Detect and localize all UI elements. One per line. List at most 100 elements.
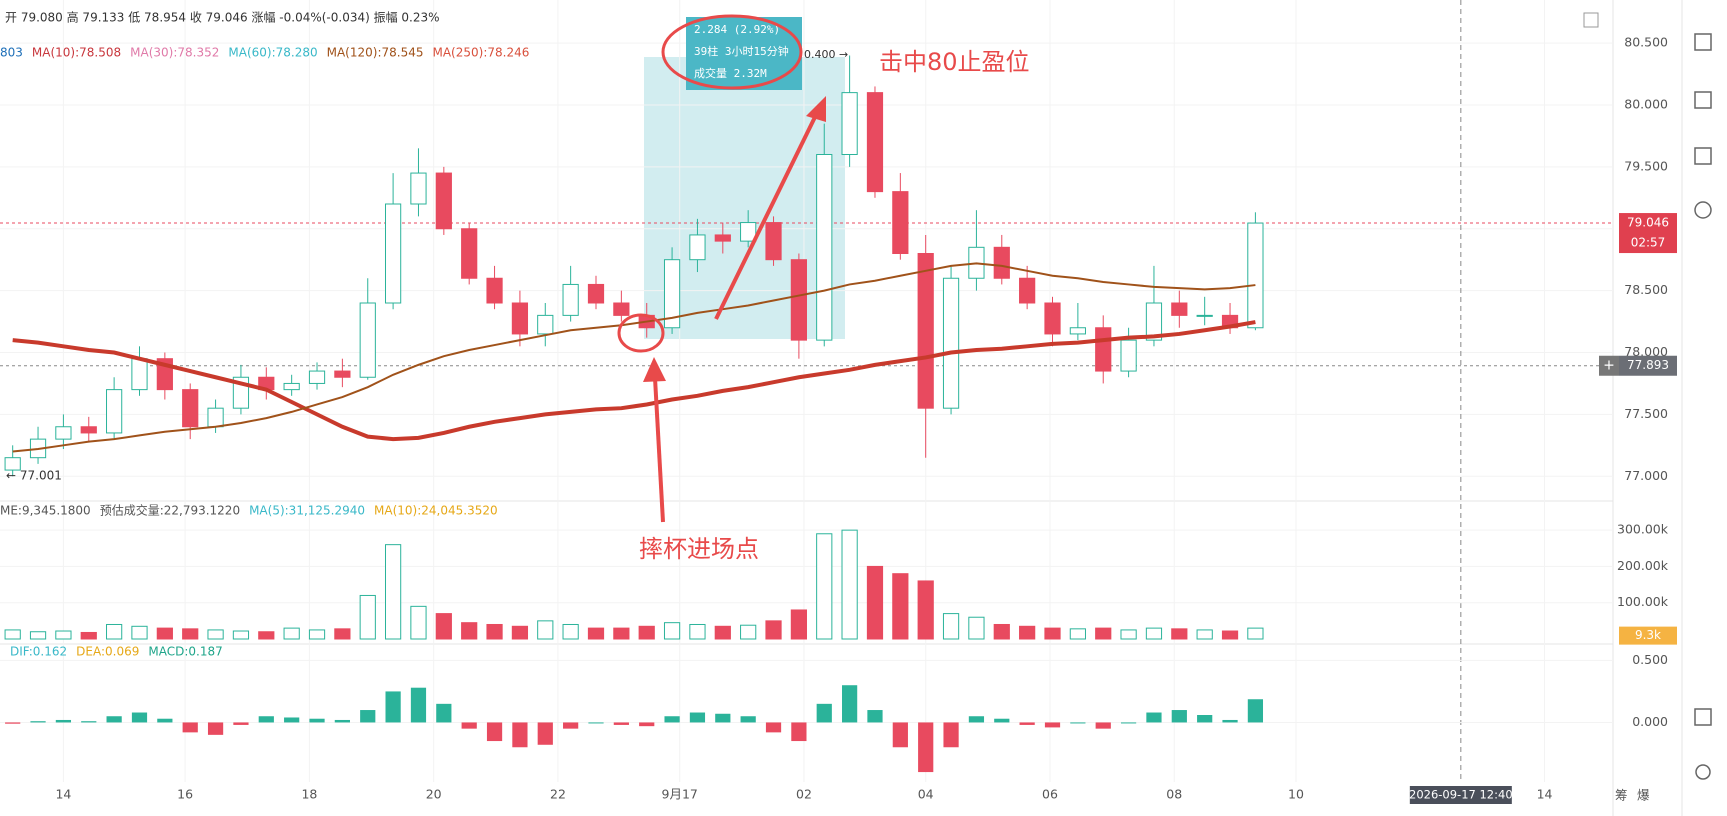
volume-last-box [1619,626,1677,645]
macd-bar [1197,715,1213,723]
fullscreen-icon[interactable] [1583,12,1599,28]
macd-bar [233,722,249,725]
macd-legend: DIF:0.162 [10,645,67,659]
x-tick-label: 04 [918,787,934,802]
volume-bar [258,631,275,640]
toolbar-text[interactable]: 筹 [1615,788,1628,803]
macd-bar [689,712,706,723]
toolbar-text[interactable]: 爆 [1637,788,1650,803]
tool-icon[interactable] [1694,33,1712,51]
candle-body [942,277,960,409]
volume-bar [613,627,630,640]
candle-body [1247,222,1264,329]
macd-bar [5,722,21,724]
candle-body [663,259,681,329]
candle-body [511,302,529,335]
x-tick-label: 10 [1288,787,1304,802]
tool-icon[interactable] [1695,764,1711,780]
candle-body [714,234,731,242]
volume-bar [461,622,478,640]
marks: 77.00077.50078.00078.50079.00079.50080.0… [0,0,1677,804]
volume-bar [866,565,884,640]
macd-bar [334,719,350,723]
volume-bar [790,609,808,640]
annotation: 击中80止盈位 [879,48,1030,76]
candle-body [182,389,199,428]
volume-last-label: 9.3k [1635,628,1661,642]
volume-bar [410,605,427,640]
ma-legend: 803 [0,46,23,60]
volume-bar [435,613,452,640]
tool-icon[interactable] [1694,147,1712,165]
macd-bar [1222,719,1238,723]
volume-bar [587,627,605,640]
volume-bar [207,629,224,640]
volume-bar [1145,627,1163,640]
macd-bar [1247,699,1264,723]
volume-bar [765,620,782,640]
macd-bar [968,716,985,723]
countdown: 02:57 [1631,236,1666,250]
candle-body [55,426,72,440]
macd-bar [791,722,807,742]
candle-body [689,234,706,261]
macd-bar [1019,722,1035,725]
cursor-plus: + [1603,358,1615,374]
candle-body [765,222,782,261]
ma-legend: MA(60):78.280 [228,46,317,60]
volume-bar [308,629,326,640]
volume-bar [1120,629,1137,640]
candle-body [613,302,630,316]
volume-bar [892,573,909,640]
volume-bar [841,529,858,640]
measure-edge: 0.400 → [804,48,848,61]
candle-body [80,426,97,434]
candle-body [1069,327,1086,335]
volume-bar [4,629,21,640]
candle-body [435,172,452,230]
candle-body [1095,327,1112,372]
volume-bar [106,623,123,640]
last-price-box [1619,213,1677,254]
tooltip-text: 39柱 3小时15分钟 [694,44,789,58]
volume-bar [1069,628,1086,640]
volume-legend: MA(5):31,125.2940 [249,504,365,518]
arrow [653,377,665,523]
macd-bar [157,718,173,723]
volume-bar [1019,625,1036,640]
macd-bar [613,722,629,725]
macd-bar [1044,722,1061,728]
ma-legend: MA(30):78.352 [130,46,219,60]
arrow [714,114,818,320]
tool-icon[interactable] [1694,708,1712,726]
candle-body [537,314,554,335]
x-tick-label: 06 [1042,787,1058,802]
candle-body [1120,339,1137,372]
candle-body [917,253,934,409]
candle-body [384,203,402,304]
volume-bar [359,594,376,640]
tooltip-text: 2.284 (2.92%) [694,23,780,36]
x-tick-label: 20 [426,787,442,802]
volume-bar [384,544,402,640]
last-price-label: 79.046 [1627,216,1669,230]
arrow-head [643,357,666,382]
macd-bar [30,721,46,723]
x-tick-label: 02 [796,787,812,802]
tool-icon[interactable] [1694,91,1712,109]
highlight-ellipse [617,313,665,353]
candle-body [866,92,884,193]
macd-bar [842,685,858,723]
tool-icon[interactable] [1694,201,1712,219]
x-tick-label: 22 [550,787,566,802]
macd-bar [537,722,553,745]
macd-tick-label: 0.500 [1632,652,1668,667]
volume-bar [334,628,351,640]
macd-bar [1120,722,1137,724]
candle-body [892,191,909,254]
x-tick-label: 14 [1537,787,1553,802]
y-tick-label: 80.000 [1624,97,1668,112]
tooltip-text: 成交量 2.32M [694,66,767,80]
volume-bar [562,623,579,640]
